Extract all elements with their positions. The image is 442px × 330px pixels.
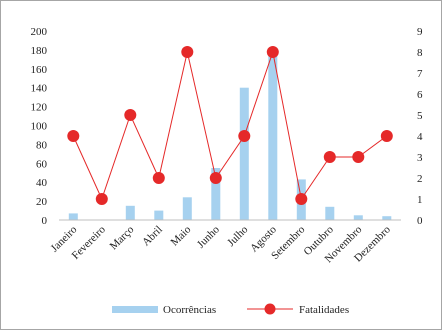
right-tick-label: 4: [417, 131, 423, 143]
right-tick-label: 5: [417, 110, 423, 122]
point-fatalidades-dezembro: [380, 130, 393, 142]
left-tick-label: 40: [36, 177, 48, 189]
left-axis-ticks: 0 20 40 60 80 100 120 140 160 180 200: [31, 26, 48, 227]
legend-label-fatalidades: Fatalidades: [299, 304, 349, 316]
bar-outubro: [325, 206, 335, 220]
left-tick-label: 120: [31, 102, 48, 114]
bar-marco: [125, 205, 135, 220]
left-tick-label: 200: [31, 26, 48, 38]
point-fatalidades-outubro: [323, 151, 336, 163]
point-fatalidades-agosto: [266, 46, 279, 58]
bar-dezembro: [382, 216, 392, 220]
legend-label-ocorrencias: Ocorrências: [163, 304, 216, 316]
point-fatalidades-maio: [181, 46, 194, 58]
right-tick-label: 2: [417, 173, 423, 185]
point-fatalidades-julho: [238, 130, 251, 142]
legend-swatch-ocorrencias: [112, 306, 158, 313]
right-tick-label: 7: [417, 68, 423, 80]
point-fatalidades-abril: [152, 172, 165, 184]
bar-agosto: [268, 51, 278, 220]
left-tick-label: 20: [36, 196, 48, 208]
line-fatalidades: [72, 50, 388, 201]
left-tick-label: 80: [36, 139, 48, 151]
right-tick-label: 6: [417, 89, 423, 101]
right-tick-label: 3: [417, 152, 423, 164]
left-tick-label: 140: [31, 83, 48, 95]
x-tick-label: Março: [108, 223, 137, 252]
point-fatalidades-setembro: [295, 193, 308, 205]
left-tick-label: 60: [36, 158, 48, 170]
point-fatalidades-fevereiro: [95, 193, 108, 205]
right-axis-ticks: 0 1 2 3 4 5 6 7 8 9: [417, 26, 423, 227]
point-fatalidades-junho: [209, 172, 222, 184]
bar-novembro: [353, 215, 363, 220]
point-fatalidades-marco: [124, 109, 137, 121]
legend-marker-fatalidades: [264, 303, 276, 315]
bar-julho: [239, 87, 249, 220]
legend: Ocorrências Fatalidades: [112, 303, 349, 316]
left-tick-label: 0: [42, 215, 48, 227]
right-tick-label: 0: [417, 215, 423, 227]
x-tick-label: Abril: [140, 224, 165, 249]
bar-maio: [182, 197, 192, 220]
x-tick-label: Julho: [225, 223, 251, 249]
right-tick-label: 1: [417, 194, 423, 206]
bar-abril: [154, 210, 164, 220]
x-tick-label: Maio: [169, 223, 194, 248]
bars-layer: [68, 51, 392, 220]
point-fatalidades-janeiro: [67, 130, 80, 142]
line-layer: [67, 46, 393, 205]
left-tick-label: 160: [31, 64, 48, 76]
bar-junho: [211, 168, 221, 220]
right-tick-label: 8: [417, 47, 423, 59]
left-tick-label: 180: [31, 45, 48, 57]
right-tick-label: 9: [417, 26, 423, 38]
x-tick-label: Junho: [195, 223, 222, 250]
bar-janeiro: [68, 213, 78, 220]
left-tick-label: 100: [31, 121, 48, 133]
point-fatalidades-novembro: [352, 151, 365, 163]
